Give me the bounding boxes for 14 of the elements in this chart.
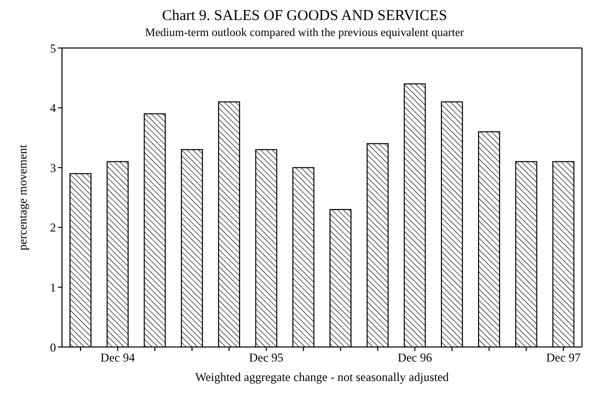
- x-tick-label: Dec 97: [546, 350, 581, 365]
- y-tick-label: 3: [50, 160, 56, 175]
- x-tick-label: Dec 94: [100, 350, 135, 365]
- y-tick-label: 0: [50, 340, 56, 354]
- y-tick-label: 2: [50, 220, 56, 235]
- chart-subtitle: Medium-term outlook compared with the previous equivalent quarter: [144, 27, 466, 39]
- y-tick-label: 5: [50, 41, 56, 56]
- y-tick-label: 1: [50, 280, 56, 294]
- chart-title: Chart 9. SALES OF GOODS AND SERVICES: [160, 8, 448, 25]
- y-axis-title: percentage movement: [15, 144, 30, 250]
- x-axis-title: Weighted aggregate change - not seasonally adjusted: [195, 370, 449, 384]
- x-tick-label: Dec 96: [398, 350, 432, 365]
- y-tick-label: 4: [50, 101, 56, 116]
- x-tick-label: Dec 95: [249, 350, 284, 365]
